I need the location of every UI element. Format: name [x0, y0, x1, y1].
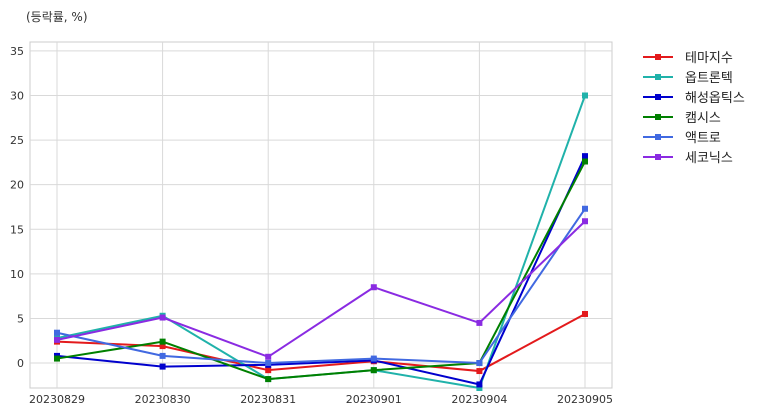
x-tick-label: 20230831	[240, 393, 296, 406]
data-point	[582, 218, 588, 225]
data-point	[370, 355, 377, 362]
data-point	[582, 92, 588, 99]
series-line	[56, 155, 586, 386]
y-tick-label: 35	[10, 45, 24, 58]
data-point	[476, 368, 483, 375]
series-line	[56, 208, 586, 365]
y-tick-label: 15	[10, 223, 24, 236]
legend-marker	[655, 134, 661, 140]
legend-label: 해성옵틱스	[685, 91, 745, 106]
y-tick-label: 30	[10, 90, 24, 103]
legend-marker	[655, 54, 661, 60]
x-tick-label: 20230901	[346, 393, 402, 406]
data-point	[370, 367, 377, 374]
data-point	[582, 205, 588, 212]
series-line	[56, 161, 586, 381]
data-point	[265, 376, 272, 383]
x-tick-label: 20230904	[451, 393, 507, 406]
data-point	[54, 329, 60, 336]
data-point	[159, 363, 166, 370]
y-tick-label: 5	[17, 312, 24, 325]
y-tick-label: 10	[10, 268, 24, 281]
data-point	[476, 360, 483, 367]
legend-label: 액트로	[685, 131, 721, 146]
legend-marker	[655, 114, 661, 120]
data-point	[159, 343, 166, 350]
legend-label: 테마지수	[685, 51, 733, 66]
data-point	[582, 153, 588, 160]
y-tick-label: 20	[10, 179, 24, 192]
legend-label: 옵트론텍	[685, 71, 733, 86]
y-tick-label: 25	[10, 134, 24, 147]
x-tick-label: 20230830	[135, 393, 191, 406]
x-tick-label: 20230905	[557, 393, 613, 406]
legend-label: 세코닉스	[685, 151, 733, 166]
data-point	[582, 158, 588, 165]
data-point	[265, 367, 272, 374]
data-point	[265, 353, 272, 360]
grid-lines	[30, 42, 612, 388]
data-point	[54, 336, 60, 343]
data-point	[476, 319, 483, 326]
data-point	[54, 355, 60, 362]
data-point	[476, 381, 483, 388]
x-tick-label: 20230829	[29, 393, 85, 406]
data-point	[370, 284, 377, 291]
series-line	[56, 220, 586, 358]
data-point	[159, 352, 166, 359]
plot-area	[29, 41, 613, 389]
data-point	[159, 314, 166, 321]
legend-marker	[655, 94, 661, 100]
series-lines	[54, 92, 588, 391]
data-point	[159, 338, 166, 345]
legend-label: 캠시스	[685, 111, 721, 126]
legend-marker	[655, 74, 661, 80]
unit-label: (등락률, %)	[26, 10, 88, 24]
legend-marker	[655, 154, 661, 160]
data-point	[582, 310, 588, 317]
axis-tick-labels: 0 5 10 15 20 25 30 35 20230829 20230830 20230831 20…	[10, 45, 613, 406]
data-point	[476, 385, 483, 391]
data-point	[265, 360, 272, 367]
y-tick-label: 0	[17, 357, 24, 370]
